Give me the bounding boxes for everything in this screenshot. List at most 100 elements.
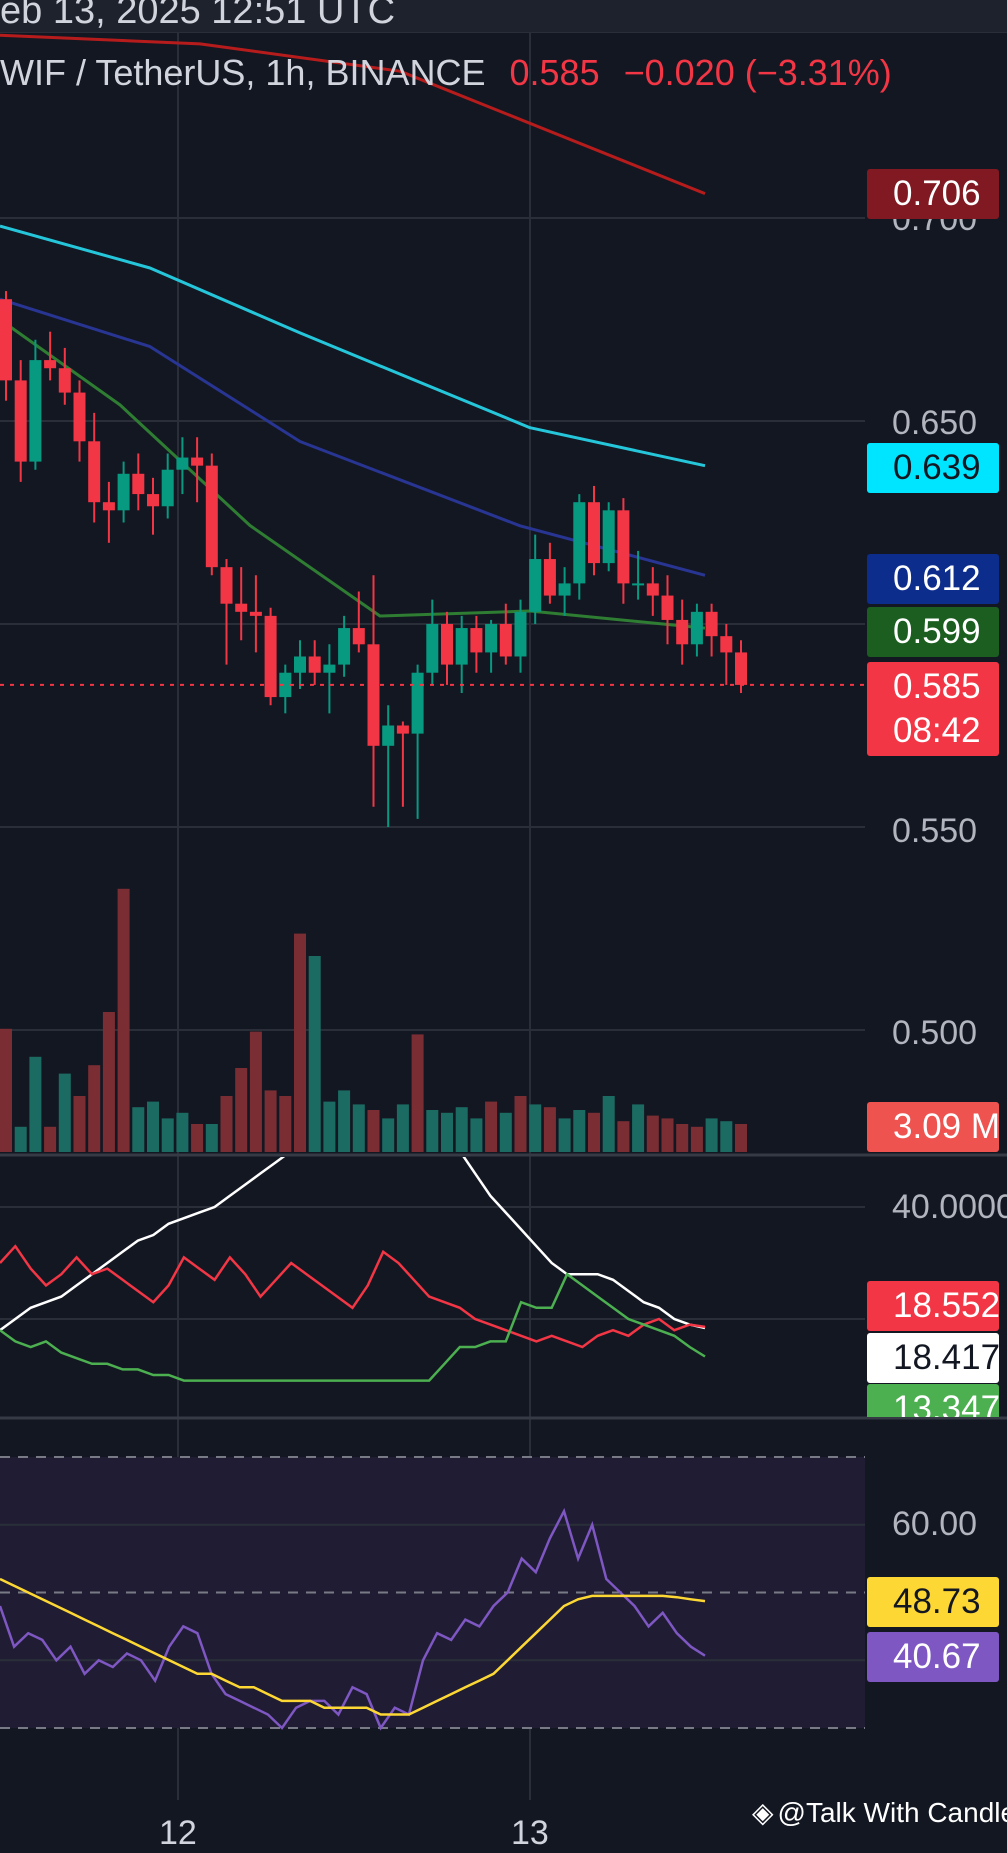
header-bar: eb 13, 2025 12:51 UTC xyxy=(0,0,1007,33)
volume-bar xyxy=(147,1101,159,1152)
dmi-adx-tag: 18.4178 xyxy=(867,1333,999,1383)
volume-bar xyxy=(426,1110,439,1152)
candle-body xyxy=(117,473,130,511)
volume-bar xyxy=(235,1068,248,1152)
watermark: ◈ @Talk With Candle xyxy=(752,1796,1007,1829)
candle-body xyxy=(543,559,556,596)
volume-bar xyxy=(294,933,306,1152)
candle-body xyxy=(617,510,630,584)
legend-change: −0.020 (−3.31%) xyxy=(623,52,892,93)
dmi-minus-di-tag: 18.5527 xyxy=(867,1281,999,1331)
chart-legend: WIF / TetherUS, 1h, BINANCE 0.585 −0.020… xyxy=(0,52,892,94)
volume-bar xyxy=(499,1112,512,1152)
moving-average-line xyxy=(0,224,706,468)
candle-body xyxy=(602,510,615,564)
legend-symbol[interactable]: WIF / TetherUS, 1h, BINANCE xyxy=(0,52,486,93)
candle-body xyxy=(0,299,12,381)
volume-bar xyxy=(220,1096,233,1152)
volume-bar xyxy=(14,1126,27,1152)
volume-bar xyxy=(411,1034,424,1152)
candle-body xyxy=(411,672,424,734)
candle-body xyxy=(279,672,292,698)
candle-body xyxy=(514,611,527,657)
volume-bar xyxy=(646,1115,659,1152)
volume-bar xyxy=(455,1107,468,1152)
volume-bar xyxy=(161,1118,174,1152)
candle-body xyxy=(485,624,498,653)
candle-body xyxy=(367,644,380,746)
volume-bar xyxy=(338,1090,351,1152)
candle-body xyxy=(720,636,733,653)
price-axis-label-0650: 0.650 xyxy=(892,404,978,442)
volume-bar xyxy=(279,1096,292,1152)
time-axis-label-13: 13 xyxy=(511,1814,549,1852)
volume-bar xyxy=(396,1104,409,1152)
volume-bar xyxy=(352,1104,365,1152)
volume-bar xyxy=(44,1126,57,1152)
ma-green-price-tag: 0.599 xyxy=(867,607,999,657)
header-datetime: eb 13, 2025 12:51 UTC xyxy=(0,0,396,32)
volume-bar xyxy=(470,1118,483,1152)
dmi-plus-di-tag: 13.3478 xyxy=(867,1384,999,1417)
candle-body xyxy=(264,615,277,698)
dmi-line xyxy=(0,1244,706,1349)
last-price-tag: 0.585 08:42 xyxy=(867,662,999,756)
volume-bar xyxy=(249,1031,262,1152)
volume-bar xyxy=(58,1073,71,1152)
volume-bar xyxy=(132,1107,145,1152)
volume-bar xyxy=(661,1118,674,1152)
candle-body xyxy=(338,628,351,665)
candle-body xyxy=(705,611,718,637)
candle-body xyxy=(676,619,689,645)
volume-bar xyxy=(588,1112,600,1152)
volume-bar xyxy=(264,1090,277,1152)
rsi-line xyxy=(0,1577,706,1716)
bar-countdown: 08:42 xyxy=(893,711,981,750)
volume-bar xyxy=(602,1096,615,1152)
candle-body xyxy=(632,583,645,586)
volume-bar xyxy=(382,1118,395,1152)
candle-body xyxy=(352,628,365,645)
candle-body xyxy=(205,465,218,568)
candle-body xyxy=(191,457,204,466)
candle-body xyxy=(235,603,248,612)
rsi-ma-tag: 48.73 xyxy=(867,1577,999,1627)
candle-body xyxy=(294,656,306,673)
price-axis-label-0500: 0.500 xyxy=(892,1014,978,1052)
candle-body xyxy=(426,624,439,673)
volume-bar xyxy=(117,888,130,1152)
candle-body xyxy=(132,473,145,495)
volume-bar xyxy=(573,1110,586,1152)
volume-bar xyxy=(543,1107,556,1152)
candle-body xyxy=(58,368,71,393)
time-axis-label-12: 12 xyxy=(159,1814,197,1852)
candle-body xyxy=(382,725,395,746)
volume-bar xyxy=(102,1012,115,1152)
candle-body xyxy=(735,652,747,685)
volume-bar xyxy=(205,1124,218,1152)
volume-bar xyxy=(485,1101,498,1152)
rsi-line xyxy=(0,1507,706,1731)
candle-body xyxy=(558,583,571,596)
ma-blue-price-tag: 0.612 xyxy=(867,554,999,604)
candle-body xyxy=(470,628,483,653)
rsi-tag: 40.67 xyxy=(867,1632,999,1682)
volume-bar xyxy=(617,1121,630,1152)
candle-body xyxy=(73,392,86,442)
candle-body xyxy=(220,567,233,604)
candle-body xyxy=(161,469,174,507)
candle-body xyxy=(661,595,674,620)
dmi-line xyxy=(0,1157,706,1332)
volume-bar xyxy=(0,1028,12,1152)
volume-bar xyxy=(176,1112,189,1152)
candle-body xyxy=(396,725,409,734)
moving-average-line xyxy=(0,318,706,630)
price-axis-label-0550: 0.550 xyxy=(892,812,978,850)
volume-bar xyxy=(367,1110,380,1152)
binance-diamond-icon: ◈ xyxy=(752,1797,774,1828)
candle-body xyxy=(588,502,600,564)
dmi-axis-label: 40.0000 xyxy=(892,1188,1007,1226)
candle-body xyxy=(249,611,262,616)
volume-bar xyxy=(676,1124,689,1152)
